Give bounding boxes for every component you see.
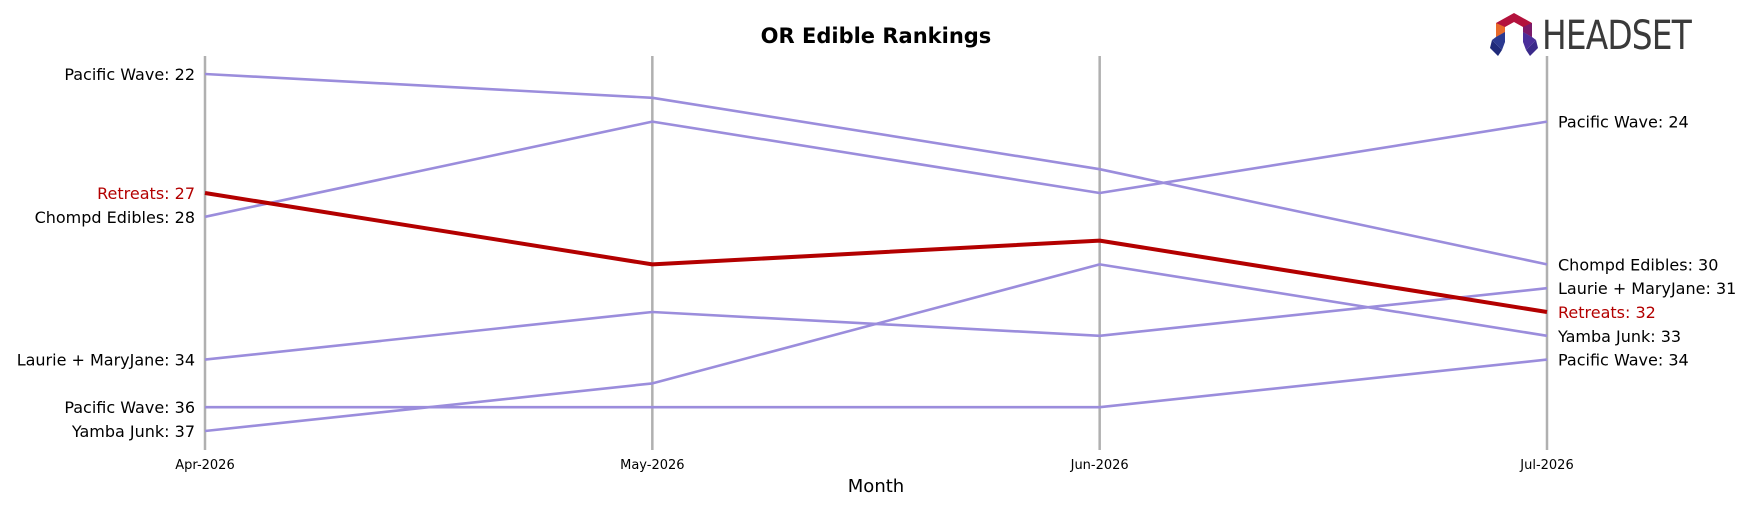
start-rank-label: Yamba Junk: 37 (71, 422, 195, 441)
rank-labels: Pacific Wave: 22 Chompd Edibles: 30 Chompd… (17, 65, 1737, 441)
series-line (204, 263, 1548, 433)
logo-wordmark: HEADSET (1542, 13, 1692, 59)
x-tick-labels: Apr-2026 May-2026 Jun-2026 Jul-2026 (175, 458, 1573, 473)
start-rank-label: Chompd Edibles: 28 (35, 208, 195, 227)
end-rank-label: Pacific Wave: 34 (1558, 351, 1689, 370)
end-rank-label: Chompd Edibles: 30 (1558, 255, 1718, 274)
start-rank-label: Retreats: 27 (97, 184, 195, 203)
start-rank-label: Pacific Wave: 22 (64, 65, 195, 84)
headset-logo: HEADSET (1488, 10, 1718, 62)
series-lines (204, 72, 1548, 433)
end-rank-label: Retreats: 32 (1558, 303, 1656, 322)
x-tick-label: Jun-2026 (1070, 458, 1129, 473)
end-rank-label: Yamba Junk: 33 (1557, 327, 1681, 346)
series-line (204, 120, 1548, 219)
start-rank-label: Pacific Wave: 36 (64, 398, 195, 417)
series-line (204, 72, 1548, 266)
x-tick-label: Jul-2026 (1519, 458, 1573, 473)
start-rank-label: Laurie + MaryJane: 34 (17, 351, 195, 370)
x-tick-label: May-2026 (620, 458, 684, 473)
headset-hexagon-icon (1490, 13, 1538, 56)
x-axis-label: Month (848, 476, 904, 497)
x-tick-label: Apr-2026 (175, 458, 234, 473)
chart-title: OR Edible Rankings (761, 24, 992, 48)
end-rank-label: Laurie + MaryJane: 31 (1558, 279, 1736, 298)
series-line (204, 191, 1548, 314)
end-rank-label: Pacific Wave: 24 (1558, 113, 1689, 132)
series-line (205, 358, 1548, 409)
